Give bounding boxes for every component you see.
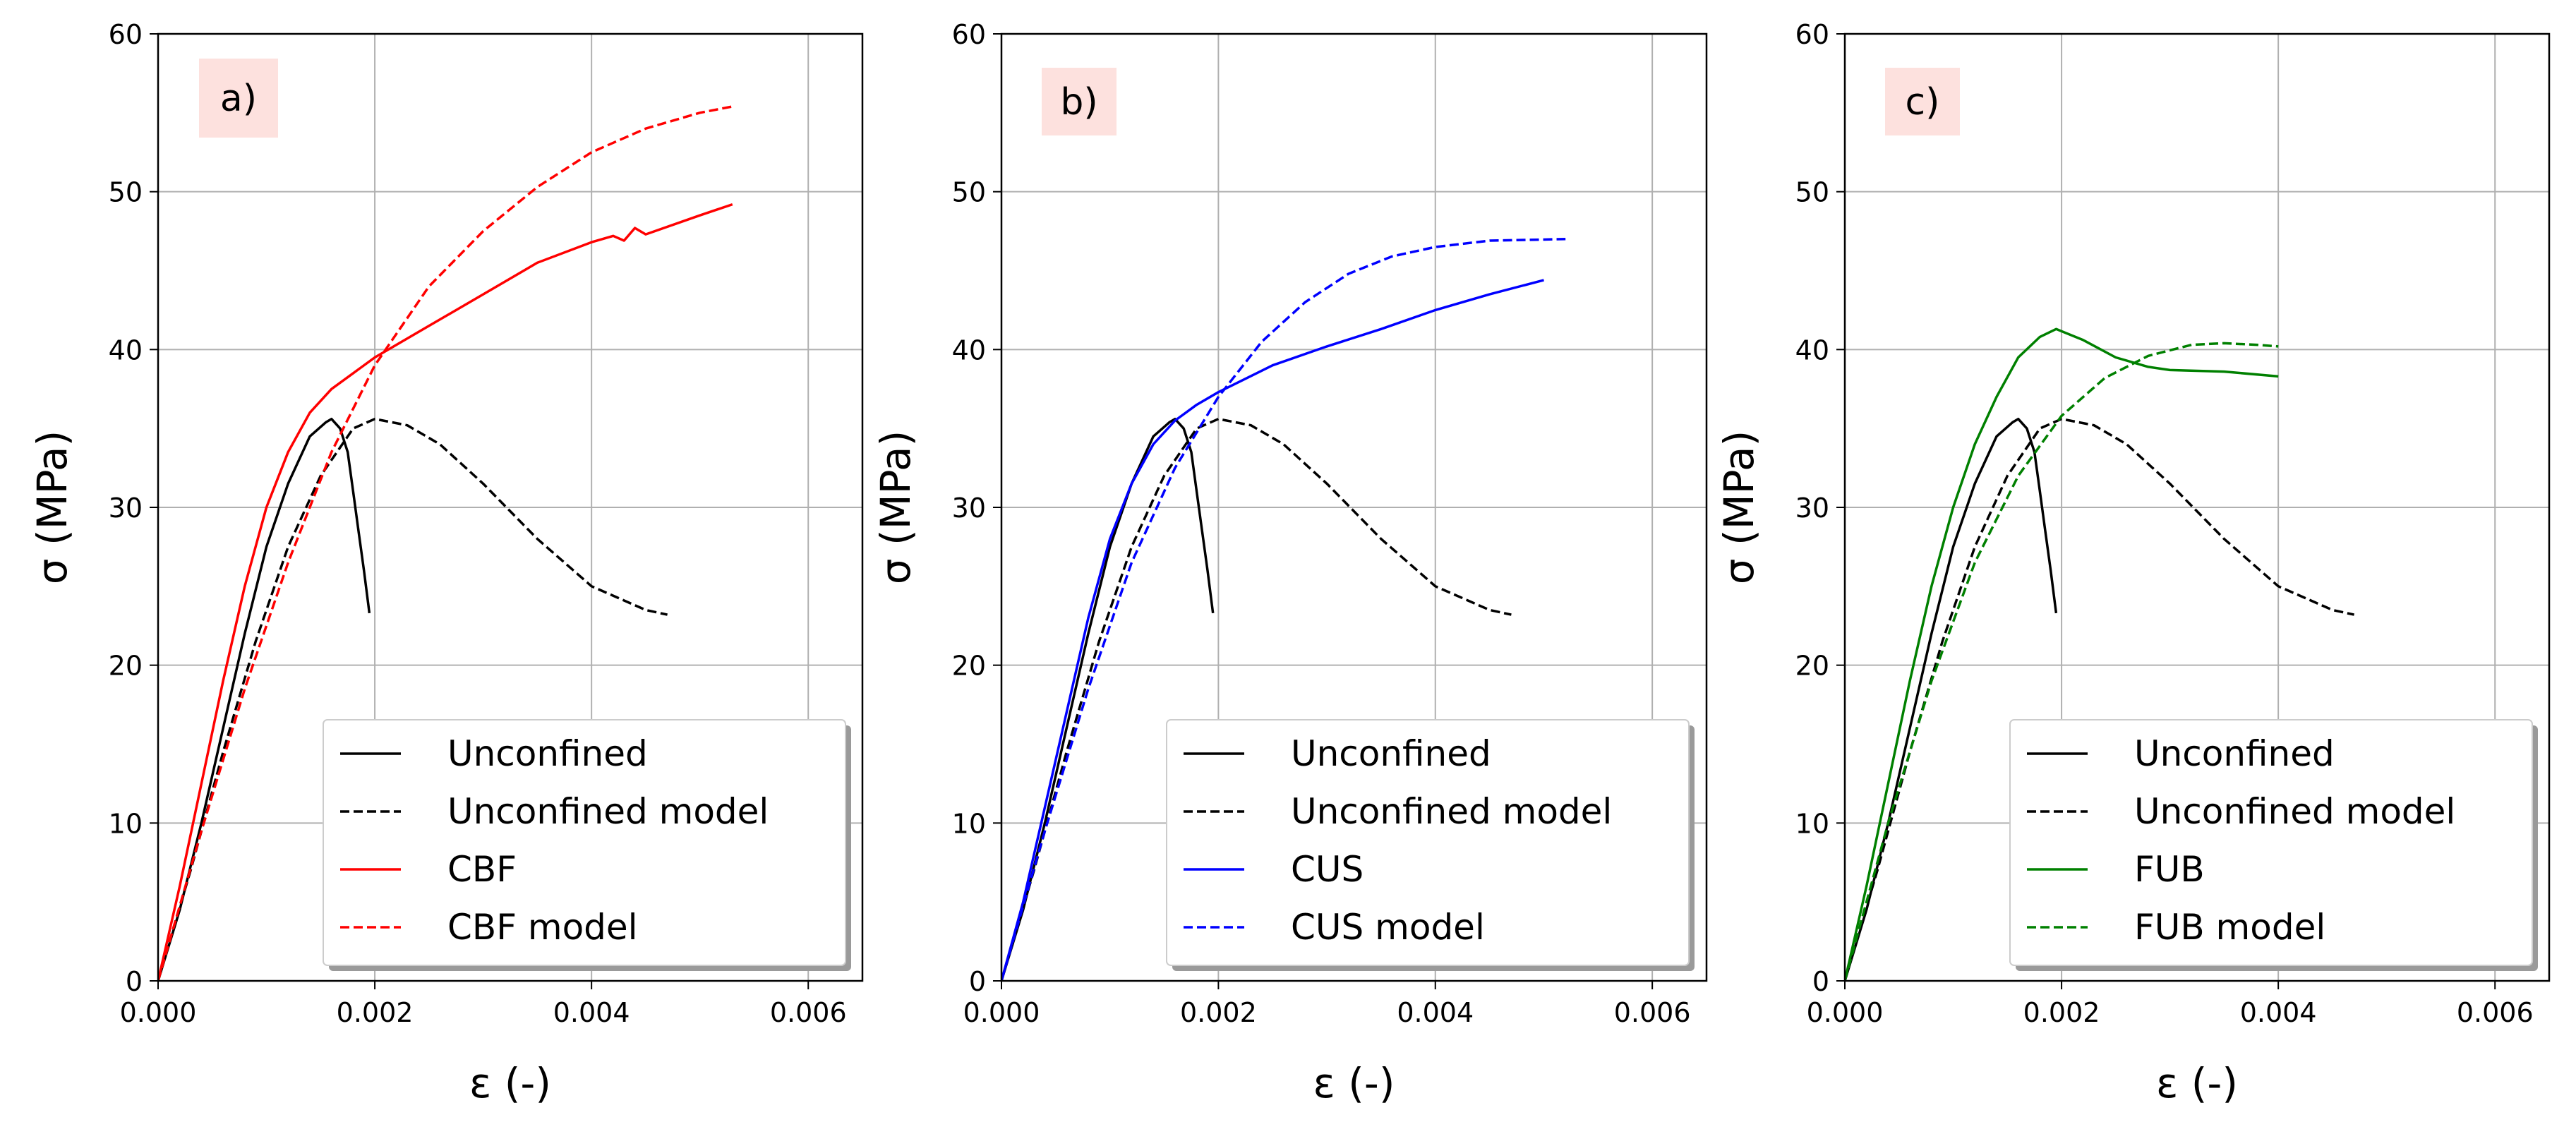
panel-label: c) [1906, 81, 1940, 123]
x-tick-label: 0.002 [1180, 997, 1257, 1028]
legend: Unconfined Unconfined model CUS CUS model [1166, 719, 1690, 966]
chart-panel-b: 0.000 0.002 0.004 0.006 0 10 20 30 40 50 60 ε (-) σ … [872, 19, 1708, 1107]
series-group [1845, 327, 2354, 981]
legend: Unconfined Unconfined model CBF CBF model [323, 719, 846, 966]
series-line-unconfined-model [158, 417, 668, 981]
y-tick-label: 60 [109, 19, 143, 50]
y-tick-label: 40 [1795, 334, 1829, 366]
y-tick-label: 0 [126, 966, 143, 997]
y-tick-label: 40 [109, 334, 143, 366]
chart-panel-a: 0.000 0.002 0.004 0.006 0 10 20 30 40 50 60 ε (-) σ … [28, 19, 864, 1107]
legend-box [2009, 719, 2533, 966]
legend-label: CBF model [447, 907, 638, 948]
series-line-unconfined [1845, 417, 2058, 981]
x-tick-label: 0.006 [1614, 997, 1691, 1028]
legend-label: Unconfined model [1291, 791, 1612, 832]
series-line-fub [1845, 327, 2279, 981]
y-tick-label: 50 [952, 177, 986, 208]
legend-box [323, 719, 846, 966]
panel-label: a) [220, 78, 257, 120]
series-line-unconfined [1001, 417, 1215, 981]
legend-label: Unconfined model [447, 791, 769, 832]
legend-label: Unconfined [2134, 733, 2335, 774]
series-line-fub-model [1845, 342, 2279, 981]
y-tick-label: 20 [952, 651, 986, 682]
y-tick-label: 10 [1795, 808, 1829, 839]
axes-frame [1843, 32, 2551, 982]
y-tick-label: 10 [952, 808, 986, 839]
panel-label-box [1042, 68, 1117, 135]
x-tick-label: 0.000 [963, 997, 1040, 1028]
legend-label: FUB model [2134, 907, 2325, 948]
y-tick-label: 0 [969, 966, 986, 997]
series-line-cbf-model [158, 105, 733, 981]
y-tick-label: 60 [1795, 19, 1829, 50]
y-tick-label: 0 [1812, 966, 1829, 997]
series-line-cus [1001, 279, 1544, 981]
x-axis-label: ε (-) [469, 1059, 551, 1107]
axes-frame [157, 32, 864, 982]
y-tick-label: 30 [952, 493, 986, 524]
legend: Unconfined Unconfined model FUB FUB model [2009, 719, 2533, 966]
series-line-cbf [158, 203, 733, 981]
y-tick-label: 60 [952, 19, 986, 50]
x-tick-label: 0.004 [1397, 997, 1474, 1028]
panel-label-box [199, 59, 278, 138]
panel-label-box [1885, 68, 1960, 135]
x-axis-label: ε (-) [1313, 1059, 1395, 1107]
y-axis-label: σ (MPa) [28, 430, 76, 584]
x-tick-label: 0.002 [337, 997, 414, 1028]
axes-frame [1000, 32, 1708, 982]
series-group [158, 105, 733, 981]
y-tick-label: 20 [1795, 651, 1829, 682]
x-tick-label: 0.000 [1807, 997, 1884, 1028]
x-tick-label: 0.006 [770, 997, 847, 1028]
legend-label: FUB [2134, 849, 2205, 890]
legend-label: Unconfined [447, 733, 648, 774]
y-tick-label: 20 [109, 651, 143, 682]
y-tick-label: 30 [1795, 493, 1829, 524]
x-tick-label: 0.004 [2240, 997, 2317, 1028]
panel-label: b) [1060, 81, 1097, 123]
y-tick-label: 50 [1795, 177, 1829, 208]
x-tick-label: 0.006 [2457, 997, 2534, 1028]
series-line-unconfined [158, 417, 371, 981]
legend-label: CUS model [1291, 907, 1485, 948]
series-line-unconfined-model [1001, 417, 1512, 981]
x-tick-label: 0.000 [120, 997, 197, 1028]
y-tick-label: 40 [952, 334, 986, 366]
y-axis-label: σ (MPa) [1715, 430, 1763, 584]
x-tick-label: 0.002 [2023, 997, 2100, 1028]
series-group [1001, 238, 1566, 981]
legend-label: Unconfined model [2134, 791, 2455, 832]
y-axis-label: σ (MPa) [872, 430, 920, 584]
legend-box [1166, 719, 1690, 966]
x-axis-label: ε (-) [2156, 1059, 2238, 1107]
legend-label: CUS [1291, 849, 1364, 890]
chart-panel-c: 0.000 0.002 0.004 0.006 0 10 20 30 40 50 60 ε (-) σ … [1715, 19, 2551, 1107]
legend-label: Unconfined [1291, 733, 1491, 774]
x-tick-label: 0.004 [553, 997, 630, 1028]
y-tick-label: 50 [109, 177, 143, 208]
legend-label: CBF [447, 849, 517, 890]
y-tick-label: 10 [109, 808, 143, 839]
y-tick-label: 30 [109, 493, 143, 524]
